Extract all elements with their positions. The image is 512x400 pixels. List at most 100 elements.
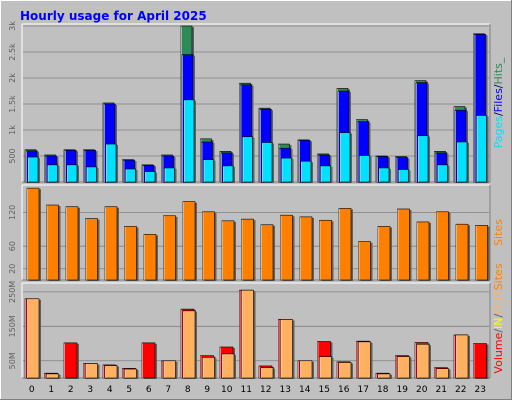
pages-bar	[339, 132, 352, 183]
pages-bar	[144, 171, 157, 183]
sites-bar	[416, 221, 431, 281]
x-tick-label: 23	[475, 385, 486, 395]
out-bar	[26, 298, 41, 379]
out-bar	[319, 356, 334, 379]
pages-bar	[476, 115, 489, 183]
panel-2-y-tick-label: 60	[8, 241, 17, 251]
x-axis-labels: 0 1 2 3 4 5 6 7 8 9 10 11 12 13 14 15 16 17 18 19 20 21 22 23	[29, 385, 486, 395]
pages-bar	[66, 164, 79, 183]
panel-3-y-tick-label: 150M	[8, 315, 17, 337]
pages-bar	[261, 142, 274, 183]
x-tick-label: 8	[185, 385, 191, 395]
panel-3-legend: Volume/IN/OUTSites	[492, 263, 505, 373]
panel-2-y-tick-label: 120	[8, 205, 17, 220]
sites-bar	[241, 218, 256, 281]
pages-bar	[125, 168, 138, 183]
pages-bar	[320, 165, 333, 183]
sites-bar	[143, 234, 158, 281]
panel-3-y-tick-label: 250M	[8, 281, 17, 303]
pages-bar	[398, 169, 411, 183]
volume-bar	[473, 343, 489, 379]
sites-bar	[260, 224, 275, 281]
x-tick-label: 18	[377, 385, 389, 395]
sites-bar	[299, 216, 314, 281]
sites-bar	[163, 215, 178, 281]
pages-bar	[222, 165, 235, 183]
out-bar	[182, 310, 197, 379]
sites-bar	[46, 204, 61, 281]
sites-bar	[377, 226, 392, 281]
volume-bar	[63, 342, 79, 379]
out-bar	[397, 356, 412, 379]
sites-bar	[221, 220, 236, 281]
volume-bar	[141, 342, 157, 379]
sites-bar	[65, 206, 80, 281]
legend-entry: OUT	[492, 290, 505, 314]
x-tick-label: 4	[107, 385, 113, 395]
panel-1-legend: Pages/Files/Hits_	[492, 57, 505, 148]
sites-bar	[475, 225, 490, 281]
out-bar	[436, 368, 451, 379]
sites-bar	[85, 218, 100, 281]
x-tick-label: 22	[455, 385, 466, 395]
out-bar	[260, 367, 275, 379]
x-tick-label: 21	[436, 385, 447, 395]
panel-2-y-tick-label: 20	[8, 264, 17, 274]
legend-entry: Hits	[492, 63, 505, 85]
panel-1-y-tick-label: 1k	[8, 125, 17, 135]
legend-entry: /	[492, 329, 505, 333]
pages-bar	[86, 166, 99, 183]
panel-3-bars	[24, 289, 489, 379]
out-bar	[163, 360, 178, 379]
legend-entry: Pages	[492, 116, 505, 149]
pages-bar	[456, 141, 469, 183]
x-tick-label: 6	[146, 385, 152, 395]
out-bar	[124, 368, 139, 379]
panel-1-bars	[24, 25, 489, 183]
sites-bar	[436, 211, 451, 281]
legend-entry: Files	[492, 88, 505, 112]
legend-entry: /	[492, 112, 505, 116]
legend-entry: Volume	[492, 332, 505, 373]
pages-bar	[164, 167, 177, 183]
sites-bar	[280, 214, 295, 281]
pages-bar	[281, 157, 294, 183]
pages-bar	[378, 167, 391, 183]
out-bar	[299, 360, 314, 379]
pages-bar	[242, 136, 255, 183]
pages-bar	[300, 160, 313, 183]
sites-bar	[455, 223, 470, 281]
out-bar	[358, 341, 373, 379]
x-tick-label: 3	[87, 385, 93, 395]
x-tick-label: 19	[397, 385, 409, 395]
legend-entry: IN	[492, 317, 505, 328]
sites-bar	[124, 226, 139, 281]
sites-bar	[202, 211, 217, 281]
pages-bar	[203, 159, 216, 183]
pages-bar	[183, 99, 196, 183]
out-bar	[416, 343, 431, 379]
x-tick-label: 0	[29, 385, 35, 395]
x-tick-label: 12	[260, 385, 271, 395]
out-bar	[455, 334, 470, 379]
panel-2-legend: Sites	[492, 219, 505, 246]
x-tick-label: 1	[48, 385, 54, 395]
sites-bar	[319, 219, 334, 281]
x-tick-label: 15	[319, 385, 330, 395]
chart-title: Hourly usage for April 2025	[20, 9, 207, 23]
panel-1-y-tick-label: 1.5k	[8, 95, 17, 113]
x-tick-label: 20	[416, 385, 428, 395]
legend-entry: Sites	[492, 263, 505, 290]
panel-1-y-tick-label: 3k	[8, 21, 17, 31]
pages-bar	[417, 135, 430, 183]
pages-bar	[359, 155, 372, 183]
x-tick-label: 5	[126, 385, 132, 395]
x-tick-label: 13	[280, 385, 291, 395]
legend-entry: _	[492, 57, 505, 64]
x-tick-label: 16	[338, 385, 350, 395]
panel-3-y-tick-label: 50M	[8, 352, 17, 369]
sites-bar	[182, 201, 197, 281]
sites-bar	[26, 187, 41, 281]
